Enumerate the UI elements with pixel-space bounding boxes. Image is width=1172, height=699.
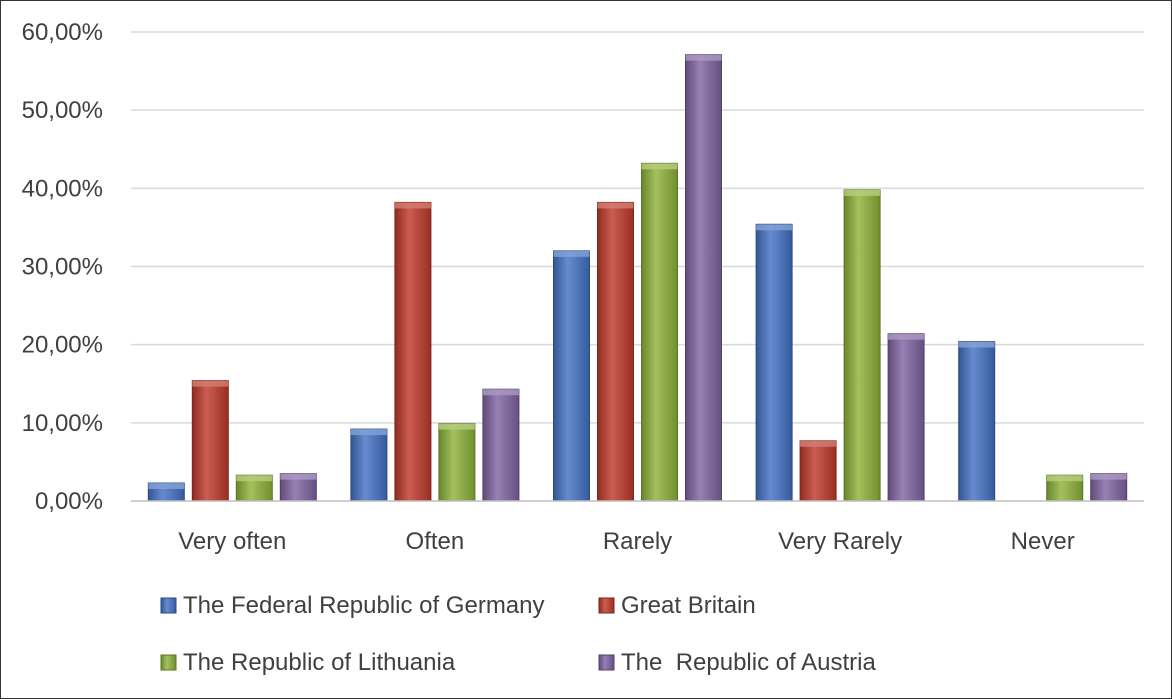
bar [685, 54, 722, 502]
bar-top-bevel [1090, 473, 1127, 480]
legend: The Federal Republic of Germany Great Bri… [160, 592, 876, 676]
bar [597, 201, 634, 502]
x-category-label: Very Rarely [778, 528, 902, 555]
y-tick-label: 30,00% [22, 254, 103, 281]
bar-top-bevel [958, 341, 995, 348]
bar-top-bevel [800, 440, 837, 447]
legend-label: Great Britain [621, 592, 756, 619]
bar [755, 223, 793, 502]
bar-top-bevel [394, 202, 431, 209]
legend-swatch [160, 654, 177, 671]
legend-item: Great Britain [598, 592, 756, 619]
y-tick-label: 50,00% [22, 97, 103, 124]
x-category-label: Never [1011, 528, 1075, 555]
y-tick-label: 10,00% [22, 410, 103, 437]
bar [958, 341, 996, 502]
y-axis-ticks: 0,00% 10,00% 20,00% 30,00% 40,00% 50,00% 60,00… [22, 19, 103, 515]
bar [799, 440, 837, 502]
bar [641, 162, 678, 502]
legend-item: The Republic of Austria [598, 649, 876, 676]
legend-swatch [160, 597, 177, 614]
legend-label: The Republic of Austria [621, 649, 876, 676]
legend-label: The Republic of Lithuania [183, 649, 456, 676]
x-category-label: Very often [178, 528, 286, 555]
bars [147, 54, 1128, 502]
bar-top-bevel [482, 389, 519, 396]
bar-top-bevel [148, 483, 185, 490]
bar [482, 388, 520, 502]
legend-label: The Federal Republic of Germany [183, 592, 545, 619]
bar [887, 333, 925, 502]
bar-top-bevel [192, 380, 229, 387]
bar-top-bevel [1046, 475, 1083, 482]
bar-top-bevel [888, 333, 925, 340]
legend-swatch [598, 597, 615, 614]
x-category-label: Rarely [603, 528, 672, 555]
bar [843, 189, 881, 502]
bar-top-bevel [438, 423, 475, 430]
bar-top-bevel [641, 163, 678, 170]
y-tick-label: 0,00% [35, 488, 103, 515]
bar [350, 428, 388, 502]
bar [553, 250, 590, 502]
bar-top-bevel [844, 189, 881, 196]
bar-top-bevel [350, 429, 387, 436]
legend-swatch [598, 654, 615, 671]
x-axis-categories: Very often Often Rarely Very Rarely Never [178, 528, 1074, 555]
bar-top-bevel [597, 202, 634, 209]
y-tick-label: 40,00% [22, 175, 103, 202]
bar [394, 201, 432, 502]
bar-top-bevel [280, 473, 317, 480]
y-tick-label: 20,00% [22, 332, 103, 359]
bar-top-bevel [685, 54, 722, 61]
bar [191, 380, 229, 502]
bar-top-bevel [236, 475, 273, 482]
bar [438, 423, 476, 502]
x-category-label: Often [406, 528, 465, 555]
bar-top-bevel [756, 224, 793, 231]
bar-top-bevel [553, 250, 590, 257]
legend-item: The Republic of Lithuania [160, 649, 456, 676]
y-tick-label: 60,00% [22, 19, 103, 46]
legend-item: The Federal Republic of Germany [160, 592, 545, 619]
